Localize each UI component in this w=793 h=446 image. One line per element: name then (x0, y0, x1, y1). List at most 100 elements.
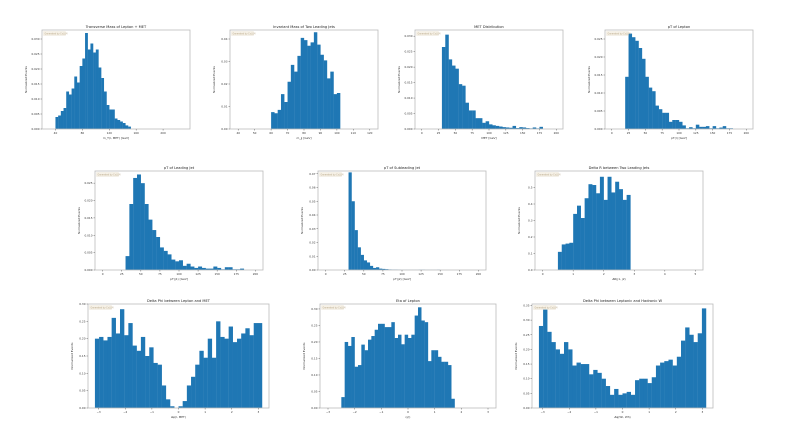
y-tick-label: 0.25 (79, 319, 85, 323)
y-tick-label: 0.015 (404, 81, 412, 85)
y-axis-label: Normalized Events (70, 342, 74, 370)
x-tick-label: 150 (520, 131, 526, 135)
generated-badge (533, 305, 556, 310)
x-tick-label: 50 (362, 272, 366, 276)
y-tick-label: 0.30 (311, 307, 317, 311)
x-tick-label: 175 (234, 272, 240, 276)
generated-badge (416, 31, 439, 36)
x-axis-label: MET [GeV] (481, 136, 496, 140)
x-tick-label: 125 (503, 131, 509, 135)
x-tick-label: 75 (470, 131, 474, 135)
x-tick-label: 100 (334, 131, 340, 135)
x-tick-label: 200 (554, 131, 560, 135)
axes-frame (94, 170, 264, 271)
y-tick-label: 0.25 (311, 323, 317, 327)
y-tick-label: 0.05 (311, 389, 317, 393)
chart-title: Delta R between Two Leading Jets (589, 166, 650, 170)
x-tick-label: 0 (178, 410, 180, 414)
y-tick-label: 0.010 (31, 97, 39, 101)
y-tick-label: 0.01 (309, 254, 315, 258)
x-tick-label: 175 (457, 272, 463, 276)
x-axis-label: m_jj [GeV] (296, 136, 311, 140)
y-tick-label: 0.1 (528, 252, 533, 256)
x-tick-label: 125 (195, 272, 201, 276)
x-tick-label: 100 (676, 131, 682, 135)
y-tick-label: 0.015 (84, 216, 92, 220)
chart-title: pT of Lepton (668, 25, 691, 29)
x-tick-label: 120 (367, 131, 373, 135)
y-axis-label: Normalized Events (212, 65, 216, 93)
generated-badge (43, 31, 66, 36)
x-tick-label: 1 (204, 410, 206, 414)
x-tick-label: −3 (326, 410, 330, 414)
y-tick-label: 0.020 (31, 67, 39, 71)
y-tick-label: 0.30 (79, 302, 85, 306)
x-axis-label: η(l) (406, 415, 411, 419)
generated-badge (231, 31, 254, 36)
y-tick-label: 0.05 (79, 389, 85, 393)
generated-badge-text: Generated by CoLLM (323, 307, 346, 310)
x-tick-label: 75 (660, 131, 664, 135)
x-axis-label: m_T(l, MET) [GeV] (103, 136, 129, 140)
x-tick-label: 100 (176, 272, 182, 276)
generated-badge (321, 305, 344, 310)
histogram-bars (94, 309, 263, 408)
generated-badge-text: Generated by CoLLM (233, 33, 256, 36)
y-tick-label: 0.00 (523, 406, 529, 410)
generated-badge (96, 172, 119, 177)
x-tick-label: 80 (302, 131, 306, 135)
x-tick-label: 5 (694, 272, 696, 276)
histogram-dphiw: Delta Phi between Leptonic and Hadronic … (512, 296, 717, 426)
generated-badge-text: Generated by CoLLM (535, 307, 558, 310)
y-tick-label: 0.03 (309, 227, 315, 231)
generated-badge (319, 172, 342, 177)
y-tick-label: 0.06 (309, 186, 315, 190)
x-tick-label: 100 (486, 131, 492, 135)
y-tick-label: 0.00 (221, 127, 227, 131)
y-tick-label: 0.20 (523, 347, 529, 351)
x-tick-label: 110 (351, 131, 357, 135)
y-tick-label: 0.20 (79, 337, 85, 341)
histogram-bars (125, 174, 245, 270)
x-tick-label: 25 (627, 131, 631, 135)
chart-title: pT of Subleading Jet (384, 166, 421, 170)
histogram-ptl: pT of Lepton Generated by CoLLM 0 25 50 75 100… (585, 22, 757, 147)
histogram-dphilmet: Delta Phi between Lepton and MET Generate… (68, 296, 273, 426)
y-tick-label: 0.10 (311, 373, 317, 377)
y-tick-label: 0.010 (404, 96, 412, 100)
x-tick-label: 125 (418, 272, 424, 276)
x-tick-label: 3 (487, 410, 489, 414)
y-tick-label: 0.15 (311, 356, 317, 360)
y-tick-label: 0.00 (309, 268, 315, 272)
y-tick-label: 0.25 (523, 333, 529, 337)
x-tick-label: 4 (664, 272, 666, 276)
y-tick-label: 0.005 (594, 109, 602, 113)
y-tick-label: 0.5 (528, 186, 533, 190)
x-tick-label: 200 (476, 272, 482, 276)
axes-frame (317, 170, 487, 271)
y-tick-label: 0.005 (404, 112, 412, 116)
x-tick-label: 90 (319, 131, 323, 135)
x-tick-label: 2 (231, 410, 233, 414)
x-tick-label: 100 (399, 272, 405, 276)
y-tick-label: 0.04 (309, 213, 315, 217)
y-tick-label: 0.07 (309, 172, 315, 176)
x-tick-label: 40 (236, 131, 240, 135)
x-tick-label: 200 (160, 131, 166, 135)
x-tick-label: 3 (633, 272, 635, 276)
x-tick-label: 0 (542, 272, 544, 276)
y-tick-label: 0.01 (221, 105, 227, 109)
x-tick-label: 25 (437, 131, 441, 135)
x-tick-label: 200 (253, 272, 259, 276)
x-axis-label: pT(j2) [GeV] (393, 277, 411, 281)
y-tick-label: 0.005 (84, 251, 92, 255)
y-tick-label: 0.05 (309, 199, 315, 203)
generated-badge-text: Generated by CoLLM (45, 33, 68, 36)
y-tick-label: 0.20 (311, 340, 317, 344)
y-tick-label: 0.020 (404, 65, 412, 69)
x-tick-label: 0 (622, 410, 624, 414)
x-tick-label: −3 (541, 410, 545, 414)
axes-frame (41, 29, 191, 130)
histogram-etal: Eta of Lepton Generated by CoLLM −3 −2 −1 0 1 2… (300, 296, 500, 426)
y-tick-label: 0.020 (594, 55, 602, 59)
